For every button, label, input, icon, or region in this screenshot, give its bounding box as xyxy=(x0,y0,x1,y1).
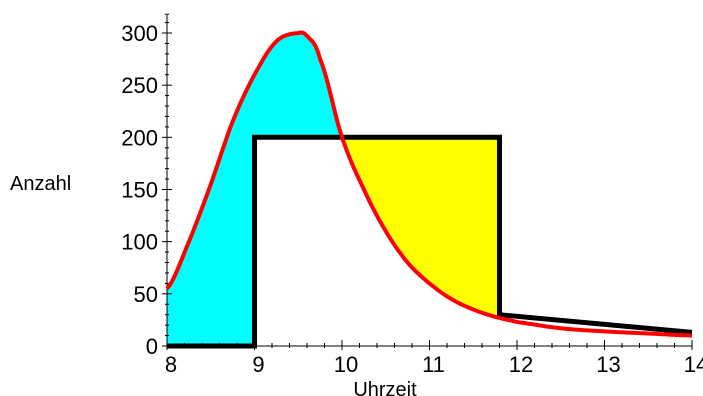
y-tick-label: 200 xyxy=(121,125,158,150)
x-tick-label: 10 xyxy=(334,352,358,377)
x-tick-label: 13 xyxy=(596,352,620,377)
y-tick-label: 100 xyxy=(121,230,158,255)
y-tick-label: 0 xyxy=(146,334,158,359)
x-tick-label: 12 xyxy=(509,352,533,377)
x-tick-label: 11 xyxy=(422,352,445,377)
y-axis-title: Anzahl xyxy=(10,173,71,195)
lines-layer xyxy=(165,30,693,349)
y-tick-label: 300 xyxy=(121,21,158,46)
x-tick-label: 9 xyxy=(252,352,264,377)
y-tick-label: 250 xyxy=(121,73,158,98)
reference-step-line xyxy=(167,134,693,349)
area-region-cyan xyxy=(167,32,342,346)
x-axis-title: Uhrzeit xyxy=(353,379,417,396)
area-region-yellow xyxy=(342,137,500,318)
x-tick-label: 8 xyxy=(165,352,177,377)
y-tick-label: 50 xyxy=(134,282,158,307)
areas-layer xyxy=(167,32,500,346)
curve-line xyxy=(165,30,693,338)
x-tick-label: 14 xyxy=(684,352,703,377)
y-tick-label: 150 xyxy=(121,178,158,203)
labels-layer: 8 9 10 11 12 13 14 0 50 100 150 200 250 300 xyxy=(121,21,703,377)
